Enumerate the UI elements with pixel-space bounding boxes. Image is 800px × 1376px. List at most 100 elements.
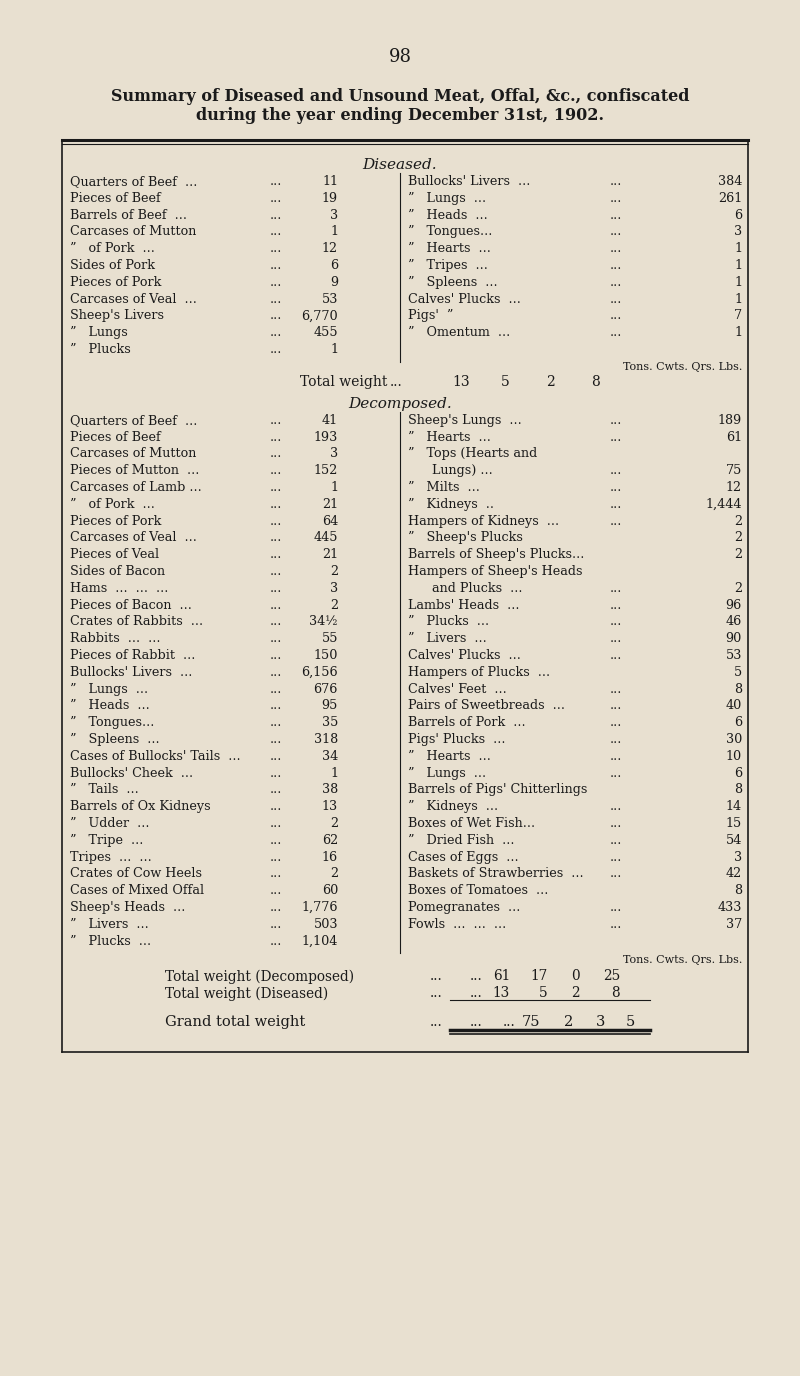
Text: ...: ... (610, 918, 622, 930)
Text: ”   Milts  ...: ” Milts ... (408, 482, 480, 494)
Text: ...: ... (610, 766, 622, 780)
Text: ...: ... (270, 275, 282, 289)
Text: 54: 54 (726, 834, 742, 846)
Text: ”   Tongues...: ” Tongues... (408, 226, 492, 238)
Text: 1: 1 (330, 226, 338, 238)
Text: Pigs' Plucks  ...: Pigs' Plucks ... (408, 733, 506, 746)
Text: Bullocks' Livers  ...: Bullocks' Livers ... (408, 175, 530, 189)
Text: Sheep's Livers: Sheep's Livers (70, 310, 164, 322)
Text: Pieces of Pork: Pieces of Pork (70, 515, 162, 527)
Text: Total weight: Total weight (300, 374, 387, 389)
Text: ”   Kidneys  ...: ” Kidneys ... (408, 801, 498, 813)
Text: 189: 189 (718, 414, 742, 427)
Text: 13: 13 (452, 374, 470, 389)
Text: ...: ... (270, 599, 282, 611)
Text: ...: ... (270, 615, 282, 629)
Text: ...: ... (610, 716, 622, 729)
Text: ...: ... (270, 850, 282, 864)
Text: Barrels of Pork  ...: Barrels of Pork ... (408, 716, 526, 729)
Text: 6: 6 (734, 766, 742, 780)
Text: ...: ... (610, 259, 622, 272)
Text: 34½: 34½ (310, 615, 338, 629)
Text: Total weight (Decomposed): Total weight (Decomposed) (165, 970, 354, 984)
Text: ...: ... (610, 209, 622, 222)
Text: ...: ... (270, 783, 282, 797)
Text: 2: 2 (330, 599, 338, 611)
Text: ...: ... (270, 310, 282, 322)
Text: 3: 3 (734, 850, 742, 864)
Text: ...: ... (470, 1015, 482, 1029)
Text: Carcases of Mutton: Carcases of Mutton (70, 447, 196, 461)
Text: Crates of Cow Heels: Crates of Cow Heels (70, 867, 202, 881)
Text: ...: ... (270, 834, 282, 846)
Text: ...: ... (270, 414, 282, 427)
Text: 6: 6 (734, 209, 742, 222)
Text: ...: ... (430, 970, 442, 984)
Text: 95: 95 (322, 699, 338, 713)
Text: 5: 5 (734, 666, 742, 678)
Text: 1: 1 (734, 275, 742, 289)
Text: 193: 193 (314, 431, 338, 443)
Text: 13: 13 (493, 987, 510, 1000)
Text: Lambs' Heads  ...: Lambs' Heads ... (408, 599, 519, 611)
Text: ...: ... (470, 987, 482, 1000)
Text: 61: 61 (726, 431, 742, 443)
Text: ...: ... (610, 615, 622, 629)
Text: ...: ... (270, 582, 282, 594)
Text: 676: 676 (314, 682, 338, 696)
Text: Fowls  ...  ...  ...: Fowls ... ... ... (408, 918, 506, 930)
Text: 12: 12 (322, 242, 338, 255)
Text: ...: ... (270, 699, 282, 713)
Text: 6: 6 (330, 259, 338, 272)
Text: ”   Spleens  ...: ” Spleens ... (70, 733, 160, 746)
Text: Pieces of Mutton  ...: Pieces of Mutton ... (70, 464, 199, 477)
Text: Cases of Eggs  ...: Cases of Eggs ... (408, 850, 518, 864)
Text: ”   Lungs  ...: ” Lungs ... (70, 682, 148, 696)
Text: ...: ... (270, 716, 282, 729)
Text: Hampers of Kidneys  ...: Hampers of Kidneys ... (408, 515, 559, 527)
Text: 60: 60 (322, 885, 338, 897)
Text: Bullocks' Livers  ...: Bullocks' Livers ... (70, 666, 192, 678)
Text: Tons. Cwts. Qrs. Lbs.: Tons. Cwts. Qrs. Lbs. (622, 955, 742, 966)
Text: 21: 21 (322, 498, 338, 510)
Text: Boxes of Wet Fish...: Boxes of Wet Fish... (408, 817, 535, 830)
Text: 42: 42 (726, 867, 742, 881)
Text: ”   Heads  ...: ” Heads ... (408, 209, 488, 222)
Text: 8: 8 (734, 885, 742, 897)
Text: ”   Dried Fish  ...: ” Dried Fish ... (408, 834, 514, 846)
Text: 261: 261 (718, 191, 742, 205)
Text: ...: ... (270, 515, 282, 527)
Text: 16: 16 (322, 850, 338, 864)
Text: ”   Udder  ...: ” Udder ... (70, 817, 150, 830)
Text: 75: 75 (522, 1015, 540, 1029)
Text: ”   Lungs  ...: ” Lungs ... (408, 766, 486, 780)
Text: Cases of Mixed Offal: Cases of Mixed Offal (70, 885, 204, 897)
Text: 5: 5 (502, 374, 510, 389)
Text: ...: ... (610, 175, 622, 189)
Text: ...: ... (270, 259, 282, 272)
Text: 8: 8 (734, 783, 742, 797)
Text: Crates of Rabbits  ...: Crates of Rabbits ... (70, 615, 203, 629)
Text: ”   Plucks  ...: ” Plucks ... (70, 934, 151, 948)
Text: ...: ... (610, 191, 622, 205)
Text: ”   of Pork  ...: ” of Pork ... (70, 242, 155, 255)
Text: ...: ... (610, 817, 622, 830)
Text: ”   Kidneys  ..: ” Kidneys .. (408, 498, 494, 510)
Text: ”   Tongues...: ” Tongues... (70, 716, 154, 729)
Text: Total weight (Diseased): Total weight (Diseased) (165, 987, 328, 1000)
Text: 1: 1 (734, 326, 742, 340)
Text: Lungs) ...: Lungs) ... (408, 464, 493, 477)
Text: Carcases of Veal  ...: Carcases of Veal ... (70, 531, 197, 545)
Text: 62: 62 (322, 834, 338, 846)
Text: ”   Hearts  ...: ” Hearts ... (408, 750, 491, 762)
Text: ”   Omentum  ...: ” Omentum ... (408, 326, 510, 340)
Text: 55: 55 (322, 632, 338, 645)
Text: Bullocks' Cheek  ...: Bullocks' Cheek ... (70, 766, 193, 780)
Text: Sides of Bacon: Sides of Bacon (70, 566, 165, 578)
Text: 433: 433 (718, 901, 742, 914)
Text: Sides of Pork: Sides of Pork (70, 259, 155, 272)
Text: 96: 96 (726, 599, 742, 611)
Text: 455: 455 (314, 326, 338, 340)
Text: ...: ... (430, 1015, 442, 1029)
Text: 384: 384 (718, 175, 742, 189)
